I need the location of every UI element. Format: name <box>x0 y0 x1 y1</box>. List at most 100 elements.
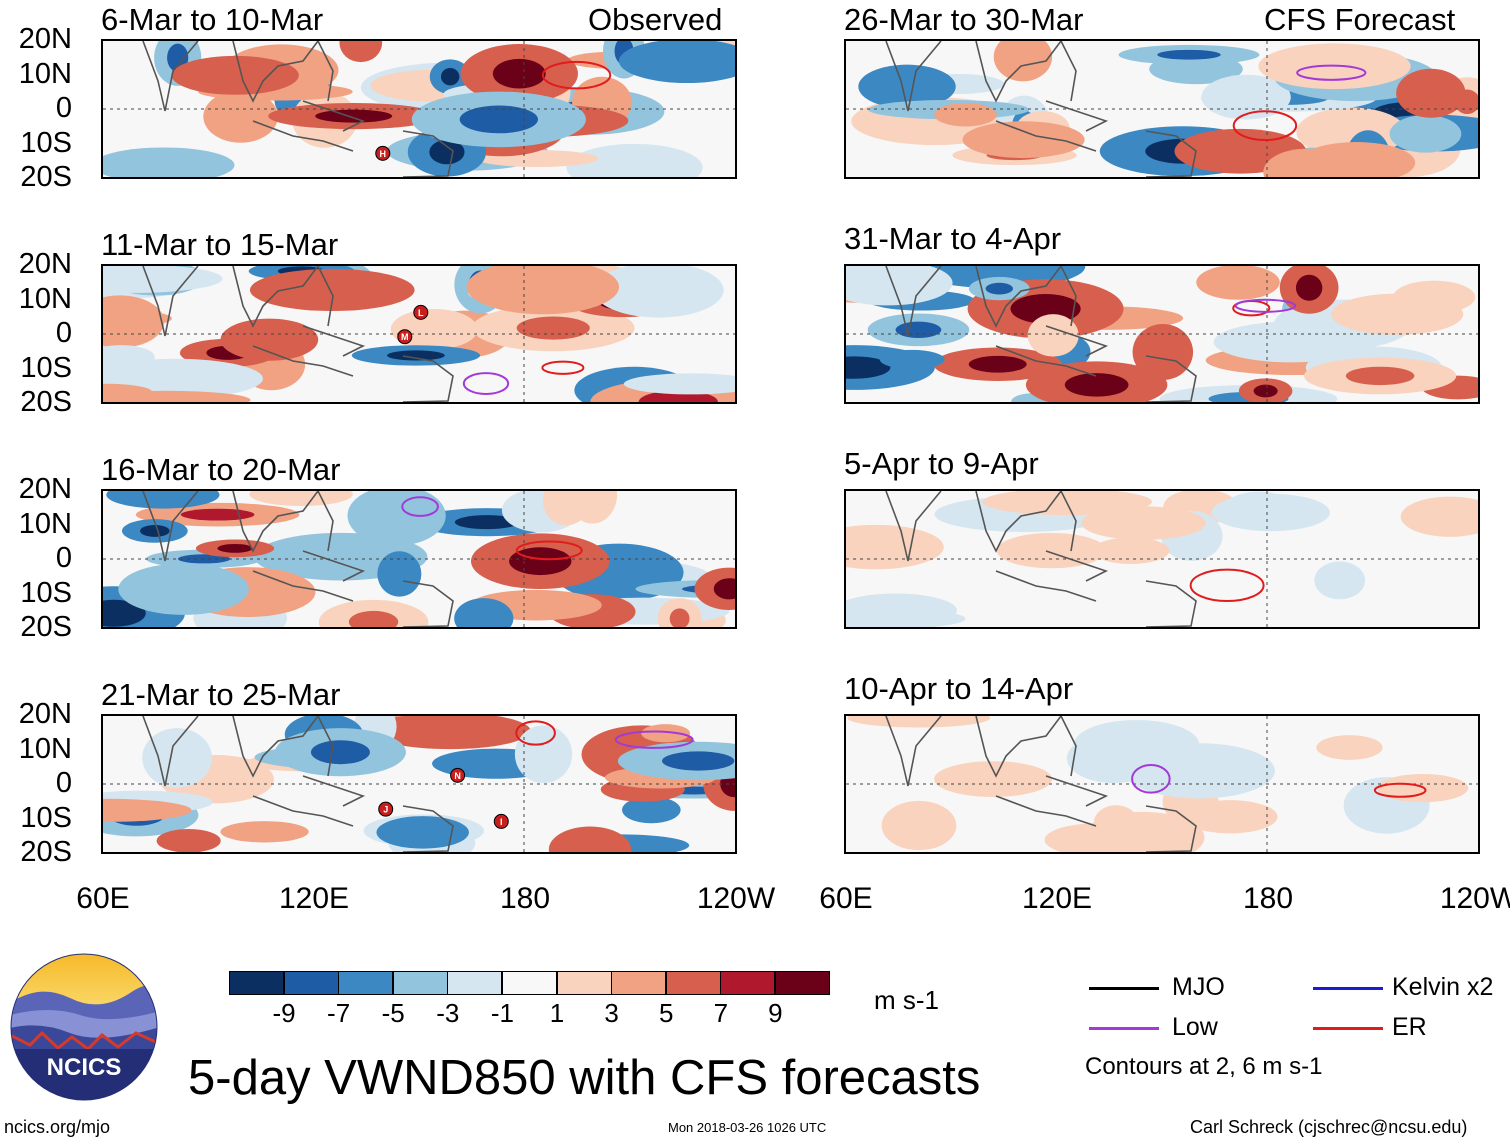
field-anomaly <box>1314 561 1366 600</box>
field-anomaly <box>1400 496 1478 537</box>
heatmap-panel <box>844 714 1480 854</box>
y-tick-label: 20N <box>18 23 72 55</box>
x-tick-label: 120W <box>1439 882 1510 915</box>
panel-title: 11-Mar to 15-Mar <box>101 227 339 262</box>
storm-marker <box>450 767 466 783</box>
field-anomaly <box>566 143 703 177</box>
legend-line-er <box>1313 1027 1383 1030</box>
y-tick-label: 10S <box>20 351 72 384</box>
field-anomaly-core <box>713 578 735 600</box>
x-tick-label: 180 <box>1242 882 1294 915</box>
colorbar-swatch <box>665 971 721 995</box>
column-label-observed: Observed <box>588 2 723 37</box>
contour-line <box>614 730 694 749</box>
colorbar-label: -7 <box>327 998 351 1028</box>
field-anomaly-core <box>492 58 546 89</box>
legend-line-low <box>1089 1027 1159 1030</box>
storm-marker <box>493 813 509 829</box>
field-anomaly <box>1201 74 1291 120</box>
x-tick-label: 180 <box>499 882 551 915</box>
field-anomaly <box>996 532 1107 569</box>
field-anomaly <box>390 308 478 350</box>
field-anomaly <box>1389 115 1462 153</box>
field-anomaly <box>203 90 278 143</box>
y-tick-label: 10N <box>18 282 72 315</box>
field-anomaly-core <box>1345 366 1415 386</box>
field-anomaly <box>622 796 681 824</box>
field-anomaly <box>347 491 446 546</box>
y-tick-label: 20N <box>18 473 72 505</box>
field-anomaly <box>1222 491 1295 528</box>
panel-title: 5-Apr to 9-Apr <box>844 446 1039 481</box>
contour-line <box>401 496 439 517</box>
field-anomaly <box>934 102 997 127</box>
contour-line <box>541 60 612 90</box>
y-tick-label: 20S <box>20 836 72 868</box>
field-anomaly-core <box>459 105 539 134</box>
storm-marker <box>378 801 394 817</box>
x-tick-label: 120E <box>1021 882 1093 915</box>
field-anomaly-core <box>348 610 399 627</box>
field-anomaly <box>249 491 353 507</box>
contour-line <box>1232 110 1298 142</box>
colorbar-swatch <box>502 971 557 995</box>
heatmap-panel: H <box>101 39 737 179</box>
field-anomaly <box>847 716 991 728</box>
field-anomaly-core <box>315 109 393 123</box>
column-label-forecast: CFS Forecast <box>1264 2 1456 37</box>
legend-line-mjo <box>1089 987 1159 990</box>
coastline <box>142 266 454 402</box>
colorbar-swatch <box>447 971 503 995</box>
field-anomaly <box>1396 68 1466 118</box>
colorbar-swatch <box>283 971 339 995</box>
field-anomaly-core <box>1253 384 1278 398</box>
field-anomaly <box>1132 324 1194 381</box>
heatmap-panel <box>844 489 1480 629</box>
field-anomaly <box>156 829 221 852</box>
field-anomaly <box>1093 805 1139 841</box>
field-anomaly-core <box>440 68 460 86</box>
contour-line <box>1296 64 1367 81</box>
colorbar-label: 3 <box>604 998 619 1028</box>
y-tick-label: 20N <box>18 248 72 280</box>
storm-marker-label: M <box>401 332 409 342</box>
colorbar-swatch <box>556 971 612 995</box>
panel-title: 10-Apr to 14-Apr <box>844 671 1074 706</box>
legend-label: MJO <box>1172 973 1225 1001</box>
heatmap-panel <box>844 39 1480 179</box>
field-anomaly-core <box>669 608 690 627</box>
field-anomaly <box>1066 733 1161 783</box>
contour-line <box>541 360 585 375</box>
field-anomaly-core <box>310 740 370 765</box>
storm-marker <box>375 145 391 161</box>
field-anomaly-core <box>454 515 519 530</box>
colorbar-label: 9 <box>768 998 783 1028</box>
field-anomaly <box>846 608 966 627</box>
colorbar-label: -5 <box>381 998 405 1028</box>
x-tick-label: 60E <box>76 882 130 915</box>
field-anomaly <box>103 295 165 348</box>
panel-title: 16-Mar to 20-Mar <box>101 452 341 487</box>
field-anomaly <box>106 491 220 509</box>
field-anomaly <box>881 800 957 851</box>
y-tick-label: 10N <box>18 507 72 540</box>
coastline <box>885 266 1197 402</box>
field-anomaly <box>220 318 319 361</box>
colorbar-swatch <box>338 971 394 995</box>
field-anomaly <box>377 551 422 597</box>
storm-marker-label: J <box>383 805 388 815</box>
footer-url[interactable]: ncics.org/mjo <box>4 1117 111 1137</box>
colorbar-label: 1 <box>549 998 565 1028</box>
field-anomaly-core <box>103 599 146 627</box>
coastline <box>885 41 1197 177</box>
field-anomaly <box>548 826 632 852</box>
field-anomaly <box>1092 537 1170 564</box>
storm-marker <box>413 304 429 320</box>
panel-title: 31-Mar to 4-Apr <box>844 221 1062 256</box>
coastline <box>142 491 454 627</box>
field-anomaly <box>466 266 620 315</box>
y-tick-label: 10N <box>18 57 72 90</box>
field-anomaly <box>879 349 945 370</box>
y-tick-label: 10S <box>20 576 72 609</box>
field-anomaly <box>514 725 573 784</box>
